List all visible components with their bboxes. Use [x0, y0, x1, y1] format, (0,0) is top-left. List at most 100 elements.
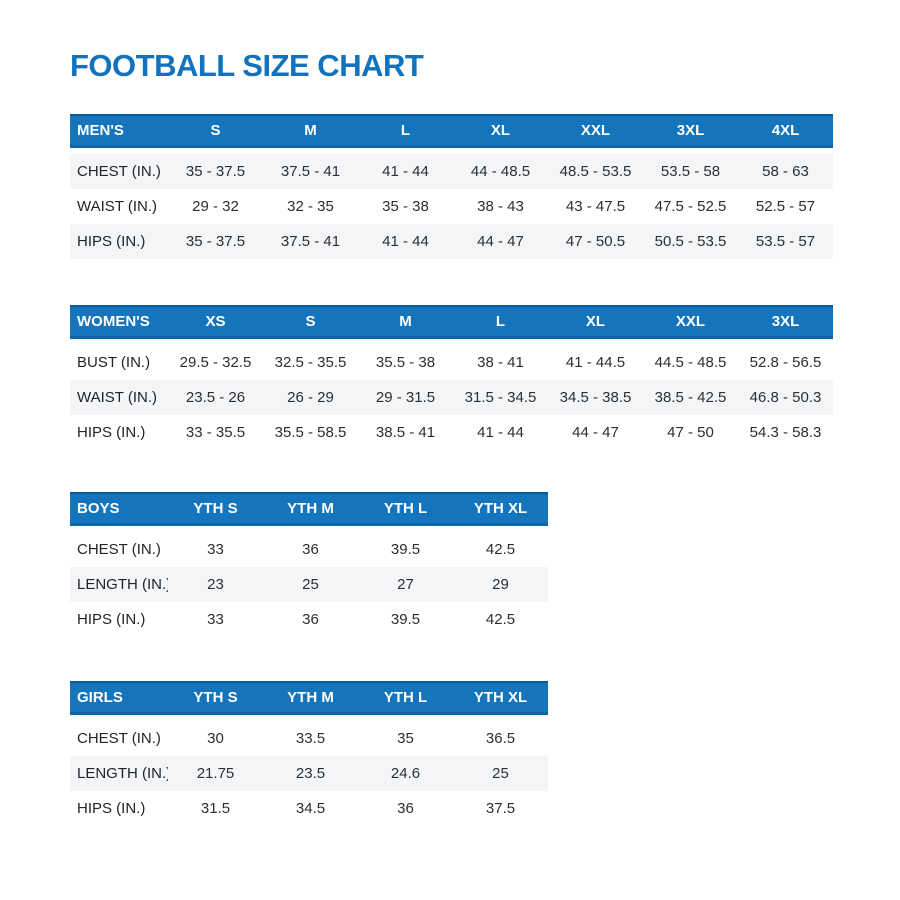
size-column-header: YTH M — [287, 689, 334, 706]
size-column-header: M — [399, 313, 412, 330]
value-cell: 47 - 50.5 — [565, 233, 626, 250]
size-column-header: L — [400, 122, 411, 139]
row-label: CHEST (IN.) — [77, 163, 161, 180]
table-title-cell: MEN'S — [77, 122, 124, 139]
table-body: CHEST (IN.) 35 - 37.5 37.5 - 41 41 - 44 44 -… — [70, 154, 833, 259]
table-title-cell: GIRLS — [77, 689, 123, 706]
value-cell: 29 — [492, 576, 509, 593]
value-cell: 58 - 63 — [762, 163, 809, 180]
value-cell: 42.5 — [485, 611, 516, 628]
value-cell: 39.5 — [390, 541, 421, 558]
size-column-header: XXL — [580, 122, 611, 139]
table-row: HIPS (IN.) 35 - 37.5 37.5 - 41 41 - 44 44 - … — [70, 224, 833, 259]
row-label: HIPS (IN.) — [77, 611, 146, 628]
table-header-row: GIRLS YTH S YTH M YTH L YTH XL — [70, 681, 548, 715]
size-table-boys: BOYS YTH S YTH M YTH L YTH XL CHEST (IN.) 33 36… — [70, 492, 548, 637]
value-cell: 38 - 41 — [477, 354, 524, 371]
value-cell: 34.5 - 38.5 — [559, 389, 632, 406]
value-cell: 34.5 — [295, 800, 326, 817]
value-cell: 38.5 - 42.5 — [654, 389, 727, 406]
table-title-cell: WOMEN'S — [77, 313, 150, 330]
value-cell: 52.8 - 56.5 — [749, 354, 822, 371]
value-cell: 41 - 44 — [382, 163, 429, 180]
table-body: CHEST (IN.) 30 33.5 35 36.5 LENGTH (IN.) 21.75… — [70, 721, 548, 826]
row-label: HIPS (IN.) — [77, 424, 146, 441]
value-cell: 23.5 - 26 — [185, 389, 246, 406]
table-row: HIPS (IN.) 31.5 34.5 36 37.5 — [70, 791, 548, 826]
value-cell: 44 - 48.5 — [470, 163, 531, 180]
size-column-header: YTH XL — [473, 500, 528, 517]
value-cell: 33 - 35.5 — [185, 424, 246, 441]
table-row: WAIST (IN.) 23.5 - 26 26 - 29 29 - 31.5 31.5… — [70, 380, 833, 415]
value-cell: 38.5 - 41 — [375, 424, 436, 441]
size-column-header: XS — [205, 313, 226, 330]
page-title: FOOTBALL SIZE CHART — [70, 48, 424, 83]
value-cell: 37.5 - 41 — [280, 163, 341, 180]
value-cell: 39.5 — [390, 611, 421, 628]
value-cell: 23.5 — [295, 765, 326, 782]
table-row: WAIST (IN.) 29 - 32 32 - 35 35 - 38 38 - 43 4… — [70, 189, 833, 224]
table-body: BUST (IN.) 29.5 - 32.5 32.5 - 35.5 35.5 - 3… — [70, 345, 833, 450]
value-cell: 31.5 — [200, 800, 231, 817]
value-cell: 31.5 - 34.5 — [464, 389, 537, 406]
size-column-header: YTH M — [287, 500, 334, 517]
value-cell: 36 — [302, 541, 319, 558]
size-column-header: L — [495, 313, 506, 330]
size-column-header: XL — [585, 313, 606, 330]
table-row: HIPS (IN.) 33 - 35.5 35.5 - 58.5 38.5 - 41 4… — [70, 415, 833, 450]
size-column-header: S — [305, 313, 316, 330]
size-column-header: S — [210, 122, 221, 139]
value-cell: 25 — [302, 576, 319, 593]
value-cell: 42.5 — [485, 541, 516, 558]
value-cell: 44 - 47 — [477, 233, 524, 250]
table-body: CHEST (IN.) 33 36 39.5 42.5 LENGTH (IN.) 23 25 2… — [70, 532, 548, 637]
table-row: BUST (IN.) 29.5 - 32.5 32.5 - 35.5 35.5 - 3… — [70, 345, 833, 380]
value-cell: 29.5 - 32.5 — [179, 354, 252, 371]
value-cell: 41 - 44 — [382, 233, 429, 250]
table-header-row: BOYS YTH S YTH M YTH L YTH XL — [70, 492, 548, 526]
value-cell: 47 - 50 — [667, 424, 714, 441]
size-column-header: YTH S — [193, 689, 238, 706]
value-cell: 37.5 — [485, 800, 516, 817]
value-cell: 53.5 - 58 — [660, 163, 721, 180]
row-label: HIPS (IN.) — [77, 800, 146, 817]
value-cell: 21.75 — [196, 765, 235, 782]
value-cell: 35 — [397, 730, 414, 747]
value-cell: 35 - 37.5 — [185, 233, 246, 250]
row-label: CHEST (IN.) — [77, 541, 161, 558]
value-cell: 36 — [302, 611, 319, 628]
value-cell: 37.5 - 41 — [280, 233, 341, 250]
table-header-row: MEN'S S M L XL XXL 3XL 4XL — [70, 114, 833, 148]
value-cell: 48.5 - 53.5 — [559, 163, 632, 180]
value-cell: 25 — [492, 765, 509, 782]
value-cell: 41 - 44 — [477, 424, 524, 441]
value-cell: 36.5 — [485, 730, 516, 747]
row-label: CHEST (IN.) — [77, 730, 161, 747]
value-cell: 33 — [207, 541, 224, 558]
value-cell: 35 - 38 — [382, 198, 429, 215]
value-cell: 44.5 - 48.5 — [654, 354, 727, 371]
value-cell: 24.6 — [390, 765, 421, 782]
table-row: LENGTH (IN.) 23 25 27 29 — [70, 567, 548, 602]
value-cell: 36 — [397, 800, 414, 817]
size-table-womens: WOMEN'S XS S M L XL XXL 3XL BUST (IN.) 29.5 - 32.… — [70, 305, 833, 450]
value-cell: 29 - 32 — [192, 198, 239, 215]
table-row: CHEST (IN.) 35 - 37.5 37.5 - 41 41 - 44 44 -… — [70, 154, 833, 189]
value-cell: 41 - 44.5 — [565, 354, 626, 371]
value-cell: 35.5 - 38 — [375, 354, 436, 371]
value-cell: 46.8 - 50.3 — [749, 389, 822, 406]
size-column-header: XXL — [675, 313, 706, 330]
size-column-header: YTH L — [383, 689, 428, 706]
value-cell: 44 - 47 — [572, 424, 619, 441]
value-cell: 53.5 - 57 — [755, 233, 816, 250]
size-column-header: 3XL — [771, 313, 800, 330]
size-table-girls: GIRLS YTH S YTH M YTH L YTH XL CHEST (IN.) 30 3… — [70, 681, 548, 826]
value-cell: 23 — [207, 576, 224, 593]
value-cell: 35.5 - 58.5 — [274, 424, 347, 441]
value-cell: 33 — [207, 611, 224, 628]
value-cell: 29 - 31.5 — [375, 389, 436, 406]
value-cell: 50.5 - 53.5 — [654, 233, 727, 250]
size-column-header: 3XL — [676, 122, 705, 139]
row-label: WAIST (IN.) — [77, 198, 157, 215]
value-cell: 30 — [207, 730, 224, 747]
